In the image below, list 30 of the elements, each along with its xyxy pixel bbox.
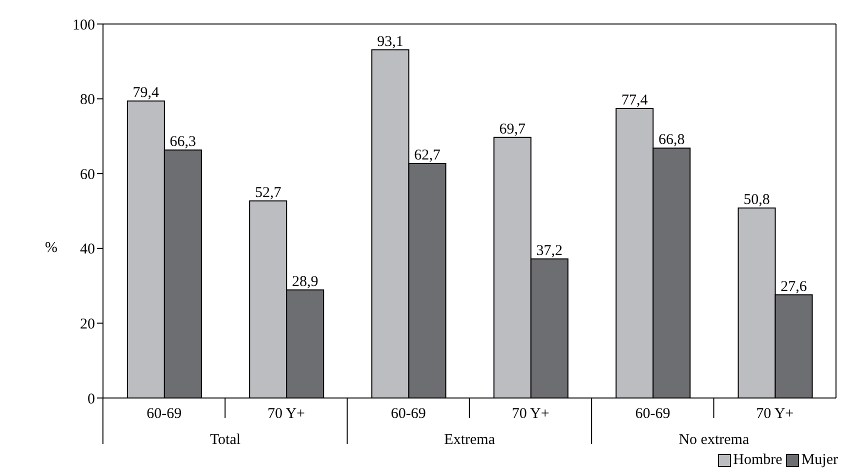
data-label: 50,8 [744,192,770,208]
text: No extrema [678,432,750,448]
y-tick-label: 80 [80,92,95,108]
data-label: 62,7 [414,148,441,164]
data-label: 79,4 [132,85,160,102]
y-tick-label: 100 [72,17,95,34]
x-tick-label: 70 Y+ [756,406,794,422]
legend-label: Mujer [800,451,838,469]
legend-label: Hombre [732,451,782,469]
data-label: 93,1 [377,34,404,50]
y-axis-title: % [45,240,58,256]
data-label: 77,4 [621,92,648,109]
x-tick-label: 70 Y+ [512,406,550,422]
data-label: 28,9 [292,274,318,290]
data-label: 37,2 [536,242,563,259]
data-label: 66,8 [658,132,685,148]
x-tick-label: 60-69 [146,406,182,422]
x-tick-label: 60-69 [390,406,426,422]
x-tick-label: 60-69 [635,406,670,422]
data-label: 66,3 [170,134,196,150]
y-tick-label: 40 [80,242,95,258]
text: Extrema [444,432,496,448]
text: Total [210,432,241,448]
data-label: 69,7 [499,121,526,138]
y-tick-label: 0 [88,391,95,408]
x-tick-label: 70 Y+ [268,406,305,422]
data-label: 52,7 [254,184,282,201]
y-tick-label: 60 [80,166,95,183]
data-label: 27,6 [780,278,808,295]
y-tick-label: 20 [80,316,95,333]
